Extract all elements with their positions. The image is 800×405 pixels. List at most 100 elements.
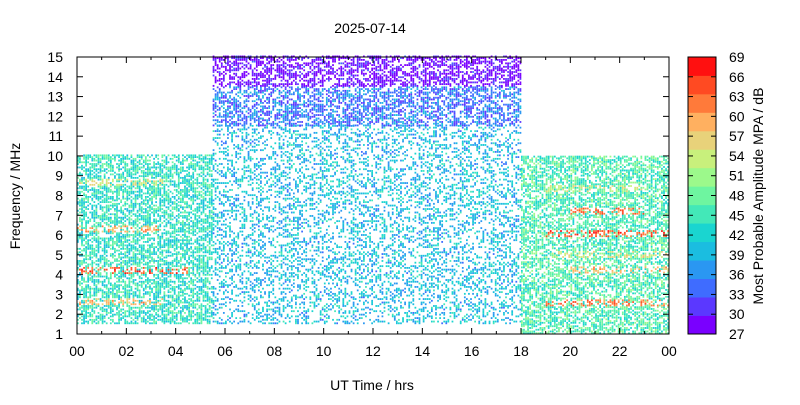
- heatmap-cell: [93, 298, 96, 300]
- heatmap-cell: [85, 234, 87, 236]
- heatmap-cell: [239, 202, 242, 205]
- heatmap-cell: [144, 204, 147, 207]
- heatmap-cell: [85, 251, 87, 254]
- heatmap-cell: [257, 213, 260, 216]
- heatmap-cell: [144, 263, 147, 266]
- heatmap-cell: [229, 301, 231, 304]
- heatmap-cell: [87, 273, 90, 276]
- heatmap-cell: [173, 242, 176, 245]
- heatmap-cell: [138, 156, 141, 158]
- heatmap-cell: [173, 163, 176, 165]
- heatmap-cell: [218, 211, 221, 214]
- heatmap-cell: [175, 239, 178, 242]
- heatmap-cell: [138, 178, 141, 181]
- heatmap-cell: [225, 140, 227, 143]
- heatmap-cell: [169, 310, 172, 313]
- heatmap-cell: [120, 230, 122, 233]
- heatmap-cell: [198, 228, 201, 231]
- heatmap-cell: [147, 192, 149, 195]
- heatmap-cell: [93, 287, 96, 290]
- heatmap-cell: [101, 282, 104, 285]
- heatmap-cell: [147, 299, 149, 302]
- heatmap-cell: [101, 154, 104, 157]
- heatmap-cell: [122, 247, 125, 250]
- heatmap-cell: [167, 313, 170, 316]
- heatmap-cell: [134, 311, 137, 314]
- heatmap-cell: [142, 173, 145, 176]
- heatmap-cell: [161, 170, 164, 172]
- heatmap-cell: [257, 161, 260, 164]
- heatmap-cell: [101, 187, 104, 190]
- heatmap-cell: [153, 261, 155, 264]
- heatmap-cell: [231, 311, 233, 314]
- heatmap-cell: [107, 223, 110, 226]
- heatmap-cell: [81, 208, 83, 210]
- heatmap-cell: [202, 244, 205, 247]
- heatmap-cell: [198, 251, 201, 254]
- heatmap-cell: [105, 154, 108, 157]
- heatmap-cell: [255, 266, 258, 269]
- heatmap-cell: [81, 164, 83, 167]
- heatmap-cell: [167, 237, 170, 240]
- heatmap-cell: [153, 279, 155, 281]
- heatmap-cell: [95, 303, 98, 306]
- heatmap-cell: [105, 305, 108, 307]
- heatmap-cell: [79, 161, 81, 164]
- heatmap-cell: [255, 157, 258, 160]
- heatmap-cell: [101, 280, 104, 283]
- heatmap-cell: [161, 195, 164, 198]
- heatmap-cell: [169, 268, 172, 271]
- heatmap-cell: [157, 187, 160, 190]
- heatmap-cell: [142, 294, 145, 297]
- heatmap-cell: [192, 168, 195, 171]
- heatmap-cell: [114, 220, 116, 223]
- heatmap-cell: [97, 303, 100, 306]
- heatmap-cell: [251, 189, 254, 191]
- heatmap-cell: [260, 253, 262, 255]
- heatmap-cell: [130, 190, 133, 193]
- heatmap-cell: [200, 279, 203, 281]
- heatmap-cell: [91, 159, 94, 162]
- heatmap-cell: [124, 189, 127, 191]
- heatmap-cell: [142, 164, 145, 167]
- heatmap-cell: [188, 221, 190, 224]
- heatmap-cell: [210, 197, 213, 200]
- heatmap-cell: [192, 301, 195, 304]
- heatmap-cell: [169, 303, 172, 306]
- heatmap-cell: [200, 166, 203, 169]
- heatmap-cell: [227, 256, 229, 259]
- heatmap-cell: [222, 249, 225, 252]
- heatmap-cell: [196, 291, 199, 294]
- heatmap-cell: [192, 154, 195, 157]
- heatmap-cell: [153, 237, 155, 240]
- heatmap-cell: [97, 168, 100, 171]
- heatmap-cell: [79, 254, 81, 257]
- heatmap-cell: [149, 266, 151, 269]
- heatmap-cell: [109, 273, 112, 276]
- heatmap-cell: [202, 260, 205, 262]
- heatmap-cell: [128, 253, 131, 255]
- heatmap-cell: [167, 166, 170, 169]
- heatmap-cell: [107, 218, 110, 221]
- heatmap-cell: [231, 244, 233, 247]
- heatmap-cell: [200, 261, 203, 264]
- heatmap-cell: [169, 311, 172, 314]
- heatmap-cell: [95, 272, 98, 274]
- heatmap-cell: [196, 220, 199, 223]
- heatmap-cell: [190, 260, 193, 262]
- heatmap-cell: [103, 291, 106, 294]
- heatmap-cell: [144, 216, 147, 219]
- heatmap-cell: [231, 131, 233, 134]
- heatmap-cell: [173, 249, 176, 252]
- heatmap-cell: [87, 185, 90, 188]
- heatmap-cell: [81, 315, 83, 318]
- heatmap-cell: [130, 209, 133, 212]
- heatmap-cell: [229, 228, 231, 231]
- heatmap-cell: [214, 296, 217, 299]
- heatmap-cell: [151, 246, 153, 249]
- heatmap-cell: [182, 242, 184, 245]
- heatmap-cell: [163, 194, 166, 197]
- heatmap-cell: [206, 221, 209, 224]
- heatmap-cell: [192, 299, 195, 302]
- heatmap-cell: [206, 303, 209, 306]
